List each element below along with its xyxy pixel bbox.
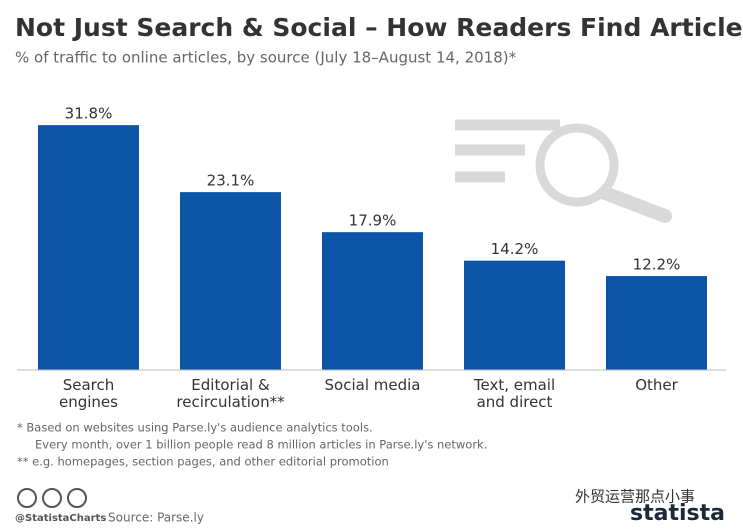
footnote: * Based on websites using Parse.ly's aud… (17, 421, 373, 435)
watermark: 外贸运营那点小事 (575, 488, 695, 506)
footnote: Every month, over 1 billion people read … (35, 438, 487, 452)
brand: statista (630, 501, 725, 526)
value-label: 12.2% (633, 256, 681, 274)
value-label: 31.8% (65, 105, 113, 123)
bar (464, 260, 565, 370)
source: Source: Parse.ly (108, 511, 204, 525)
x-tick-label: Other (635, 376, 678, 394)
chart-subtitle: % of traffic to online articles, by sour… (15, 49, 517, 67)
chart-title: Not Just Search & Social – How Readers F… (15, 13, 743, 42)
bar (38, 125, 139, 370)
x-tick-label: Social media (324, 376, 421, 394)
value-label: 23.1% (207, 172, 255, 190)
bar (606, 276, 707, 370)
value-label: 17.9% (349, 212, 397, 230)
x-tick-label: Text, email and direct (473, 376, 556, 411)
magnifier-icon (455, 119, 672, 223)
bar (180, 192, 281, 370)
handle: @StatistaCharts (15, 513, 106, 524)
x-tick-label: Search engines (59, 376, 118, 411)
footnote: ** e.g. homepages, section pages, and ot… (17, 455, 389, 469)
license-icons (17, 488, 87, 508)
value-label: 14.2% (491, 240, 539, 258)
x-tick-label: Editorial & recirculation** (176, 376, 285, 411)
bar (322, 232, 423, 370)
